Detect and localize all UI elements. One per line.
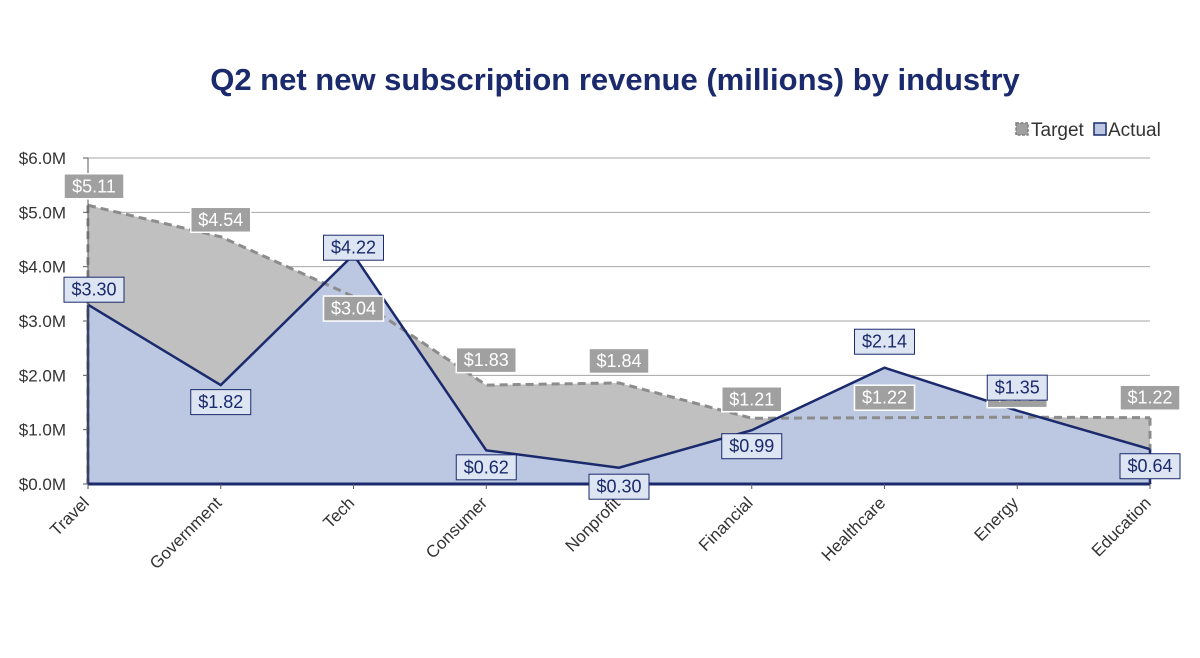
target-label-box xyxy=(1119,384,1181,411)
actual-data-label: $0.30 xyxy=(588,473,650,500)
target-label-text: $4.54 xyxy=(198,210,243,230)
data-labels: $5.11$4.54$3.04$1.83$1.84$1.21$1.22$1.23… xyxy=(63,173,1181,500)
actual-data-label: $4.22 xyxy=(323,234,384,261)
actual-label-box xyxy=(721,433,783,460)
actual-label-text: $0.99 xyxy=(729,436,774,456)
target-label-text: $1.83 xyxy=(464,350,509,370)
x-tick-label: Nonprofit xyxy=(562,493,624,555)
actual-label-text: $0.64 xyxy=(1127,456,1172,476)
actual-label-box xyxy=(986,374,1048,401)
y-tick-label: $2.0M xyxy=(19,366,66,385)
target-label-text: $5.11 xyxy=(72,176,116,196)
target-label-box xyxy=(455,346,517,374)
target-label-text: $1.21 xyxy=(729,389,774,409)
actual-label-box xyxy=(323,234,384,261)
target-data-label: $1.83 xyxy=(455,346,517,374)
target-label-box xyxy=(588,347,650,375)
target-data-label: $1.84 xyxy=(588,347,650,375)
target-label-text: $1.22 xyxy=(862,388,907,408)
legend-label-target: Target xyxy=(1031,120,1085,141)
target-data-label: $1.22 xyxy=(853,384,916,411)
actual-data-label: $0.62 xyxy=(455,454,517,481)
actual-data-label: $0.64 xyxy=(1119,453,1181,480)
actual-label-text: $0.30 xyxy=(596,477,641,497)
actual-data-label: $0.99 xyxy=(721,433,783,460)
x-tick-label: Healthcare xyxy=(818,493,890,565)
y-tick-label: $6.0M xyxy=(19,149,66,168)
target-label-text: $1.84 xyxy=(596,351,641,371)
target-data-label: $1.22 xyxy=(1119,384,1181,411)
x-tick-label: Education xyxy=(1088,493,1155,560)
actual-label-text: $3.30 xyxy=(71,280,116,300)
actual-data-label: $3.30 xyxy=(63,276,125,303)
actual-data-label: $1.35 xyxy=(986,374,1048,401)
target-label-box xyxy=(853,384,916,411)
y-tick-label: $4.0M xyxy=(19,258,66,277)
x-tick-label: Consumer xyxy=(422,493,491,562)
target-line xyxy=(87,203,1151,420)
legend: Target Actual xyxy=(1015,120,1161,141)
target-data-label: $3.04 xyxy=(322,295,385,322)
y-tick-label: $0.0M xyxy=(19,475,66,494)
legend-item-target: Target xyxy=(1015,120,1085,141)
target-label-box xyxy=(190,206,252,234)
actual-data-label: $1.82 xyxy=(190,389,252,416)
legend-item-actual: Actual xyxy=(1093,120,1161,141)
legend-swatch-actual xyxy=(1093,122,1107,136)
x-tick-label: Travel xyxy=(46,493,92,539)
actual-label-box xyxy=(190,389,252,416)
actual-label-text: $0.62 xyxy=(464,457,509,477)
target-label-text: $1.22 xyxy=(1127,388,1172,408)
actual-label-box xyxy=(455,454,517,481)
actual-label-box xyxy=(63,276,125,303)
y-tick-label: $3.0M xyxy=(19,312,66,331)
actual-label-box xyxy=(588,473,650,500)
target-label-box xyxy=(721,386,783,413)
x-tick-label: Government xyxy=(146,493,226,573)
legend-label-actual: Actual xyxy=(1108,120,1161,141)
actual-label-text: $1.82 xyxy=(198,392,243,412)
target-label-box xyxy=(322,295,385,322)
y-tick-label: $1.0M xyxy=(19,421,66,440)
target-data-label: $4.54 xyxy=(190,206,252,234)
x-tick-label: Tech xyxy=(319,493,358,532)
actual-label-box xyxy=(854,328,915,355)
actual-label-box xyxy=(1119,453,1181,480)
actual-label-text: $4.22 xyxy=(331,238,376,258)
chart-title: Q2 net new subscription revenue (million… xyxy=(210,62,1020,97)
target-label-text: $3.04 xyxy=(331,299,376,319)
target-label-box xyxy=(63,173,125,200)
actual-label-text: $2.14 xyxy=(862,332,907,352)
actual-label-text: $1.35 xyxy=(995,378,1040,398)
actual-line xyxy=(87,252,1151,469)
x-tick-label: Energy xyxy=(971,493,1023,545)
target-data-label: $1.21 xyxy=(721,386,783,413)
y-tick-label: $5.0M xyxy=(19,203,66,222)
actual-data-label: $2.14 xyxy=(854,328,915,355)
x-tick-label: Financial xyxy=(695,493,757,555)
legend-swatch-target xyxy=(1015,122,1029,136)
target-data-label: $5.11 xyxy=(63,173,125,200)
series-areas xyxy=(88,205,1150,484)
